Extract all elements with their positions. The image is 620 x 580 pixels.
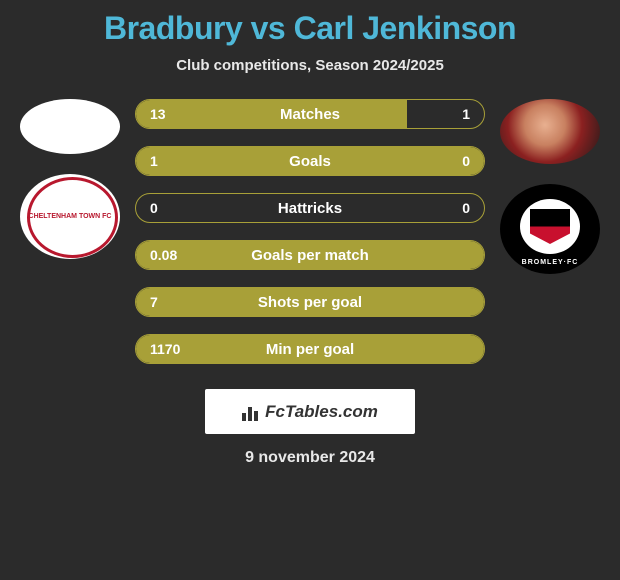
stat-label: Shots per goal <box>136 294 484 311</box>
club-badge-left: CHELTENHAM TOWN FC <box>20 174 120 259</box>
stat-right-value: 0 <box>462 153 470 169</box>
stat-right-value: 0 <box>462 200 470 216</box>
stat-label: Matches <box>136 106 484 123</box>
comparison-subtitle: Club competitions, Season 2024/2025 <box>0 57 620 74</box>
stat-row: 0Hattricks0 <box>135 193 485 223</box>
player-photo-right <box>500 99 600 164</box>
club-label-right: BROMLEY·FC <box>500 259 600 266</box>
brand-box: FcTables.com <box>205 389 415 434</box>
player-photo-left <box>20 99 120 154</box>
right-player-column: BROMLEY·FC <box>500 99 600 274</box>
stat-row: 7Shots per goal <box>135 287 485 317</box>
club-label-left: CHELTENHAM TOWN FC <box>20 213 120 221</box>
date-text: 9 november 2024 <box>0 449 620 467</box>
stat-label: Goals <box>136 153 484 170</box>
stat-row: 1Goals0 <box>135 146 485 176</box>
stat-label: Goals per match <box>136 247 484 264</box>
comparison-container: Bradbury vs Carl Jenkinson Club competit… <box>0 0 620 477</box>
main-layout: CHELTENHAM TOWN FC 13Matches11Goals00Hat… <box>0 99 620 364</box>
stat-row: 1170Min per goal <box>135 334 485 364</box>
stat-label: Hattricks <box>136 200 484 217</box>
stat-right-value: 1 <box>462 106 470 122</box>
brand-text: FcTables.com <box>265 402 378 422</box>
stat-row: 0.08Goals per match <box>135 240 485 270</box>
comparison-title: Bradbury vs Carl Jenkinson <box>0 10 620 47</box>
stats-column: 13Matches11Goals00Hattricks00.08Goals pe… <box>135 99 485 364</box>
stat-row: 13Matches1 <box>135 99 485 129</box>
brand-icon <box>242 403 260 421</box>
stat-label: Min per goal <box>136 341 484 358</box>
left-player-column: CHELTENHAM TOWN FC <box>20 99 120 259</box>
club-badge-right: BROMLEY·FC <box>500 184 600 274</box>
